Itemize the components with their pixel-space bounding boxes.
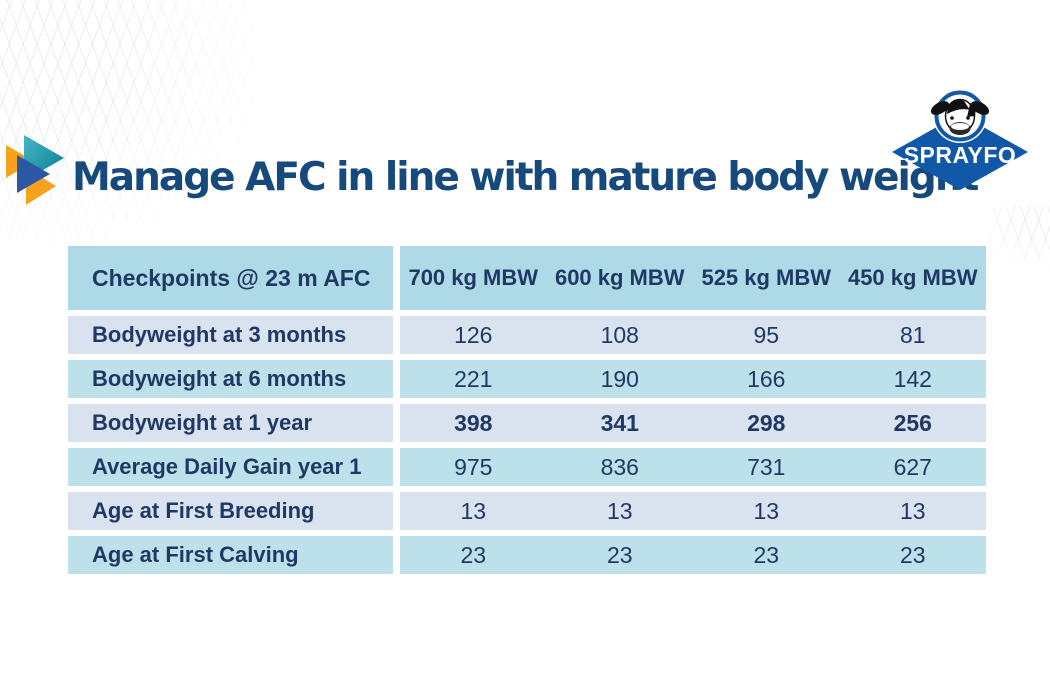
row-label: Age at First Breeding — [68, 492, 393, 530]
value-cell: 627 — [893, 453, 932, 480]
value-cell: 126 — [454, 321, 493, 348]
row-values: 975 836 731 627 — [400, 448, 986, 486]
row-label: Bodyweight at 6 months — [68, 360, 393, 398]
row-label: Bodyweight at 1 year — [68, 404, 393, 442]
slide-title: Manage AFC in line with mature body weig… — [72, 155, 979, 200]
value-cell: 398 — [454, 409, 493, 436]
value-cell: 975 — [454, 453, 493, 480]
value-cell: 23 — [460, 541, 487, 568]
table-row: Age at First Breeding 13 13 13 13 — [68, 492, 986, 530]
value-cell: 81 — [899, 321, 926, 348]
value-cell: 95 — [753, 321, 780, 348]
value-cell: 256 — [893, 409, 932, 436]
value-cell: 13 — [899, 497, 926, 524]
header-column-2: 525 kg MBW — [701, 265, 832, 290]
header-label-cell: Checkpoints @ 23 m AFC — [68, 246, 393, 310]
table-header-row: Checkpoints @ 23 m AFC 700 kg MBW 600 kg … — [68, 246, 986, 310]
row-label: Average Daily Gain year 1 — [68, 448, 393, 486]
value-cell: 190 — [600, 365, 639, 392]
table-row: Bodyweight at 1 year 398 341 298 256 — [68, 404, 986, 442]
value-cell: 13 — [753, 497, 780, 524]
value-cell: 13 — [606, 497, 633, 524]
value-cell: 341 — [600, 409, 639, 436]
table-row: Age at First Calving 23 23 23 23 — [68, 536, 986, 574]
sprayfo-logo: SPRAYFO — [890, 86, 1030, 198]
background-pattern-top-right — [986, 206, 1050, 266]
table-row: Bodyweight at 3 months 126 108 95 81 — [68, 316, 986, 354]
value-cell: 23 — [606, 541, 633, 568]
logo-diamond — [892, 114, 1028, 190]
row-values: 221 190 166 142 — [400, 360, 986, 398]
triangles-decoration-icon — [6, 135, 64, 205]
value-cell: 108 — [600, 321, 639, 348]
row-values: 23 23 23 23 — [400, 536, 986, 574]
row-values: 398 341 298 256 — [400, 404, 986, 442]
value-cell: 836 — [600, 453, 639, 480]
table-row: Average Daily Gain year 1 975 836 731 627 — [68, 448, 986, 486]
row-label: Age at First Calving — [68, 536, 393, 574]
background-pattern-top-left — [0, 0, 254, 248]
header-values: 700 kg MBW 600 kg MBW 525 kg MBW 450 kg MBW — [400, 246, 986, 310]
value-cell: 142 — [893, 365, 932, 392]
value-cell: 23 — [753, 541, 780, 568]
row-label: Bodyweight at 3 months — [68, 316, 393, 354]
header-column-0: 700 kg MBW — [408, 265, 539, 290]
logo-wordmark: SPRAYFO — [904, 142, 1017, 168]
value-cell: 221 — [454, 365, 493, 392]
row-values: 13 13 13 13 — [400, 492, 986, 530]
value-cell: 166 — [747, 365, 786, 392]
header-column-3: 450 kg MBW — [847, 265, 978, 290]
afc-table: Checkpoints @ 23 m AFC 700 kg MBW 600 kg … — [68, 246, 986, 580]
calf-head-icon — [930, 98, 990, 135]
value-cell: 298 — [747, 409, 786, 436]
header-column-1: 600 kg MBW — [554, 265, 685, 290]
value-cell: 731 — [747, 453, 786, 480]
value-cell: 23 — [899, 541, 926, 568]
value-cell: 13 — [460, 497, 487, 524]
row-values: 126 108 95 81 — [400, 316, 986, 354]
table-row: Bodyweight at 6 months 221 190 166 142 — [68, 360, 986, 398]
table-body: Bodyweight at 3 months 126 108 95 81 Bodyweig… — [68, 316, 986, 574]
